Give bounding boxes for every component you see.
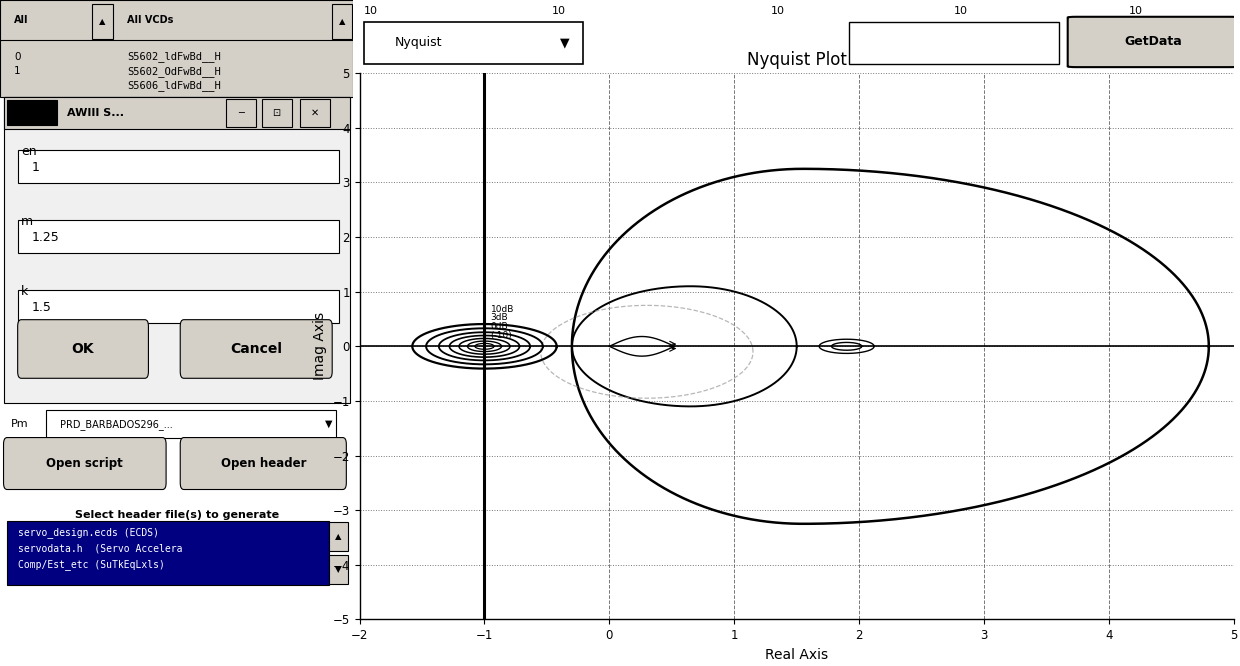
Bar	[226, 99, 257, 127]
Text: 10: 10	[770, 5, 785, 15]
Text: All: All	[14, 15, 29, 25]
Bar	[7, 100, 57, 125]
Text: 10dB: 10dB	[491, 304, 515, 314]
Text: m: m	[21, 215, 33, 228]
Bar	[46, 410, 336, 438]
Bar	[7, 521, 329, 585]
Text: Select header file(s) to generate: Select header file(s) to generate	[74, 509, 279, 520]
FancyBboxPatch shape	[1068, 17, 1239, 67]
Text: 0dB: 0dB	[491, 322, 508, 331]
Bar	[4, 97, 350, 129]
Text: 10: 10	[365, 5, 378, 15]
Text: S5602_OdFwBd__H: S5602_OdFwBd__H	[128, 66, 221, 77]
Text: Cancel: Cancel	[231, 342, 283, 356]
Text: Open script: Open script	[46, 457, 123, 470]
Title: Nyquist Plot: Nyquist Plot	[746, 51, 847, 69]
Bar	[300, 99, 330, 127]
Text: 10: 10	[552, 5, 565, 15]
Text: (-10): (-10)	[491, 331, 512, 340]
Text: 1: 1	[32, 161, 40, 174]
Text: Nyquist: Nyquist	[394, 36, 443, 49]
Text: ▼: ▼	[560, 36, 570, 49]
Text: en: en	[21, 145, 37, 159]
Text: ▲: ▲	[335, 532, 341, 541]
Text: k: k	[21, 285, 29, 298]
Text: ▼: ▼	[325, 419, 332, 430]
Text: ⊡: ⊡	[273, 107, 280, 118]
Bar	[17, 290, 340, 323]
Text: 1.25: 1.25	[32, 230, 60, 244]
FancyBboxPatch shape	[17, 320, 149, 378]
Text: Pm: Pm	[11, 419, 29, 430]
Text: S5606_ldFwBd__H: S5606_ldFwBd__H	[128, 80, 221, 91]
Bar	[332, 4, 352, 39]
Text: ─: ─	[238, 107, 244, 118]
Bar	[849, 23, 1059, 65]
Text: 3dB: 3dB	[491, 314, 508, 322]
Bar	[92, 4, 113, 39]
Text: ▲: ▲	[99, 17, 105, 26]
FancyBboxPatch shape	[180, 438, 346, 490]
Text: OK: OK	[72, 342, 94, 356]
Text: GetData: GetData	[1125, 35, 1182, 49]
Bar	[0, 0, 353, 97]
Bar	[17, 150, 340, 183]
Bar	[17, 220, 340, 253]
X-axis label: Real Axis: Real Axis	[765, 647, 828, 661]
Text: 1.5: 1.5	[32, 300, 52, 314]
Text: ▲: ▲	[339, 17, 345, 26]
Bar	[365, 23, 583, 65]
Bar	[329, 522, 348, 551]
Bar	[329, 555, 348, 584]
FancyBboxPatch shape	[4, 438, 166, 490]
Text: All VCDs: All VCDs	[128, 15, 174, 25]
Bar	[4, 97, 350, 403]
Text: Open header: Open header	[221, 457, 306, 470]
Text: PRD_BARBADOS296_...: PRD_BARBADOS296_...	[60, 419, 172, 430]
Text: AWIII S...: AWIII S...	[67, 107, 124, 118]
Bar	[262, 99, 291, 127]
Text: S5602_ldFwBd__H: S5602_ldFwBd__H	[128, 51, 221, 62]
Text: 10: 10	[1128, 5, 1143, 15]
Text: 0: 0	[14, 51, 21, 62]
Bar	[0, 0, 353, 40]
Text: servo_design.ecds (ECDS): servo_design.ecds (ECDS)	[17, 527, 159, 538]
Text: 1: 1	[14, 66, 21, 77]
FancyBboxPatch shape	[180, 320, 332, 378]
Text: Comp/Est_etc (SuTkEqLxls): Comp/Est_etc (SuTkEqLxls)	[17, 559, 165, 570]
Text: 10: 10	[954, 5, 968, 15]
Text: ✕: ✕	[311, 107, 319, 118]
Text: servodata.h  (Servo Accelera: servodata.h (Servo Accelera	[17, 543, 182, 553]
Text: ▼: ▼	[335, 565, 341, 574]
Y-axis label: Imag Axis: Imag Axis	[312, 312, 327, 380]
